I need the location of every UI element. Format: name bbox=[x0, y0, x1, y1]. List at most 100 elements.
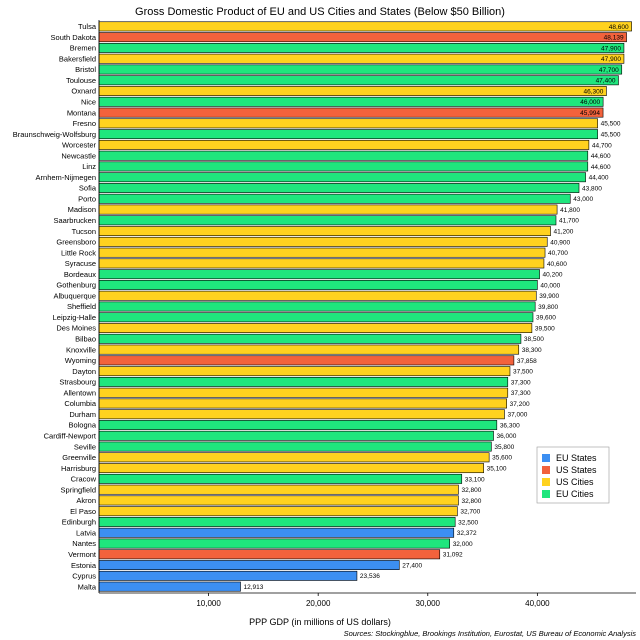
category-label: Tucson bbox=[72, 227, 96, 236]
bar-little-rock bbox=[98, 247, 546, 258]
bar-syracuse bbox=[98, 258, 545, 269]
bar-row-durham: Durham 37,000 bbox=[69, 409, 528, 420]
category-label: Fresno bbox=[73, 119, 96, 128]
bar-vermont bbox=[98, 549, 441, 560]
bar-tucson bbox=[98, 226, 551, 237]
category-label: South Dakota bbox=[51, 33, 97, 42]
value-label: 31,092 bbox=[443, 552, 463, 559]
category-label: El Paso bbox=[70, 507, 96, 516]
bar-bordeaux bbox=[98, 269, 540, 280]
legend-swatch bbox=[542, 490, 550, 498]
bar-row-malta: Malta 12,913 bbox=[78, 581, 264, 592]
bar-malta bbox=[98, 581, 241, 592]
bar-row-estonia: Estonia 27,400 bbox=[71, 560, 423, 570]
category-label: Des Moines bbox=[56, 324, 96, 333]
value-label: 46,300 bbox=[584, 88, 604, 95]
bar-tulsa bbox=[98, 21, 632, 32]
bar-row-madison: Madison 41,800 bbox=[68, 204, 580, 215]
bar-row-bremen: Bremen 47,900 bbox=[70, 43, 625, 53]
category-label: Linz bbox=[82, 162, 96, 171]
value-label: 27,400 bbox=[402, 562, 422, 569]
bar-sofia bbox=[98, 183, 580, 193]
value-label: 47,400 bbox=[596, 78, 616, 85]
bar-row-latvia: Latvia 32,372 bbox=[76, 527, 477, 538]
legend-label: US Cities bbox=[556, 477, 594, 487]
value-label: 37,300 bbox=[511, 379, 531, 386]
bar-row-bilbao: Bilbao 38,500 bbox=[75, 333, 544, 344]
bar-nice bbox=[98, 96, 604, 107]
category-label: Gothenburg bbox=[56, 281, 96, 290]
bar-row-gothenburg: Gothenburg 40,000 bbox=[56, 280, 561, 290]
value-label: 12,913 bbox=[244, 584, 264, 591]
category-label: Cardiff-Newport bbox=[44, 431, 97, 440]
category-label: Latvia bbox=[76, 528, 97, 537]
category-label: Worcester bbox=[62, 141, 97, 150]
legend-swatch bbox=[542, 466, 550, 474]
value-label: 48,600 bbox=[609, 24, 629, 31]
bar-springfield bbox=[98, 484, 459, 495]
chart-title: Gross Domestic Product of EU and US Citi… bbox=[135, 6, 505, 18]
category-label: Durham bbox=[69, 410, 96, 419]
category-label: Bakersfield bbox=[59, 54, 96, 63]
bar-row-leipzig-halle: Leipzig-Halle 39,600 bbox=[53, 312, 556, 323]
value-label: 47,900 bbox=[601, 45, 621, 52]
bar-row-little-rock: Little Rock 40,700 bbox=[61, 247, 568, 258]
bar-row-vermont: Vermont 31,092 bbox=[68, 549, 463, 560]
bar-row-dayton: Dayton 37,500 bbox=[72, 366, 533, 377]
bar-strasbourg bbox=[98, 376, 509, 387]
bar-el-paso bbox=[98, 506, 458, 517]
category-label: Bologna bbox=[68, 421, 96, 430]
bar-newcastle bbox=[98, 150, 589, 161]
value-label: 44,600 bbox=[591, 153, 611, 160]
legend: EU States US States US Cities EU Cities bbox=[536, 446, 610, 504]
category-label: Strasbourg bbox=[59, 378, 96, 387]
value-label: 36,000 bbox=[497, 433, 517, 440]
legend-item-eu-cities: EU Cities bbox=[542, 489, 594, 499]
bar-row-sheffield: Sheffield 39,800 bbox=[67, 301, 558, 312]
bar-row-greensboro: Greensboro 40,900 bbox=[56, 236, 570, 247]
bar-row-tulsa: Tulsa 48,600 bbox=[78, 21, 632, 32]
bar-leipzig-halle bbox=[98, 312, 534, 323]
bar-bilbao bbox=[98, 333, 522, 344]
category-label: Saarbrucken bbox=[53, 216, 96, 225]
legend-label: EU Cities bbox=[556, 489, 594, 499]
category-label: Bordeaux bbox=[64, 270, 96, 279]
value-label: 35,100 bbox=[487, 466, 507, 473]
category-label: Madison bbox=[68, 205, 96, 214]
bar-row-cyprus: Cyprus 23,536 bbox=[72, 570, 380, 581]
bar-columbia bbox=[98, 398, 507, 409]
category-label: Greensboro bbox=[56, 238, 96, 247]
value-label: 23,536 bbox=[360, 573, 380, 580]
bar-row-arnhem-nijmegen: Arnhem-Nijmegen 44,400 bbox=[36, 172, 609, 183]
bar-oxnard bbox=[98, 86, 607, 96]
bar-row-akron: Akron 32,800 bbox=[76, 495, 482, 506]
bar-latvia bbox=[98, 527, 455, 538]
category-label: Bremen bbox=[70, 44, 96, 53]
legend-label: EU States bbox=[556, 453, 597, 463]
category-label: Oxnard bbox=[71, 87, 96, 96]
bar-row-south-dakota: South Dakota 48,139 bbox=[51, 32, 627, 43]
bar-gothenburg bbox=[98, 280, 538, 290]
category-label: Knoxville bbox=[66, 345, 96, 354]
category-label: Arnhem-Nijmegen bbox=[36, 173, 96, 182]
bar-durham bbox=[98, 409, 505, 420]
bar-cyprus bbox=[98, 570, 358, 581]
bar-dayton bbox=[98, 366, 511, 377]
value-label: 37,000 bbox=[507, 412, 527, 419]
legend-item-us-cities: US Cities bbox=[542, 477, 594, 487]
bar-row-newcastle: Newcastle 44,600 bbox=[61, 150, 611, 161]
bar-bristol bbox=[98, 64, 623, 75]
bar-row-tucson: Tucson 41,200 bbox=[72, 226, 574, 237]
x-axis-title: PPP GDP (in millions of US dollars) bbox=[249, 617, 391, 627]
category-label: Cracow bbox=[71, 475, 97, 484]
value-label: 39,600 bbox=[536, 315, 556, 322]
value-label: 32,800 bbox=[461, 487, 481, 494]
category-label: Nantes bbox=[72, 539, 96, 548]
value-label: 32,800 bbox=[461, 498, 481, 505]
category-label: Leipzig-Halle bbox=[53, 313, 96, 322]
value-label: 47,700 bbox=[599, 67, 619, 74]
value-label: 37,200 bbox=[510, 401, 530, 408]
value-label: 48,139 bbox=[604, 35, 624, 42]
bar-row-greenville: Greenville 35,600 bbox=[62, 452, 512, 463]
